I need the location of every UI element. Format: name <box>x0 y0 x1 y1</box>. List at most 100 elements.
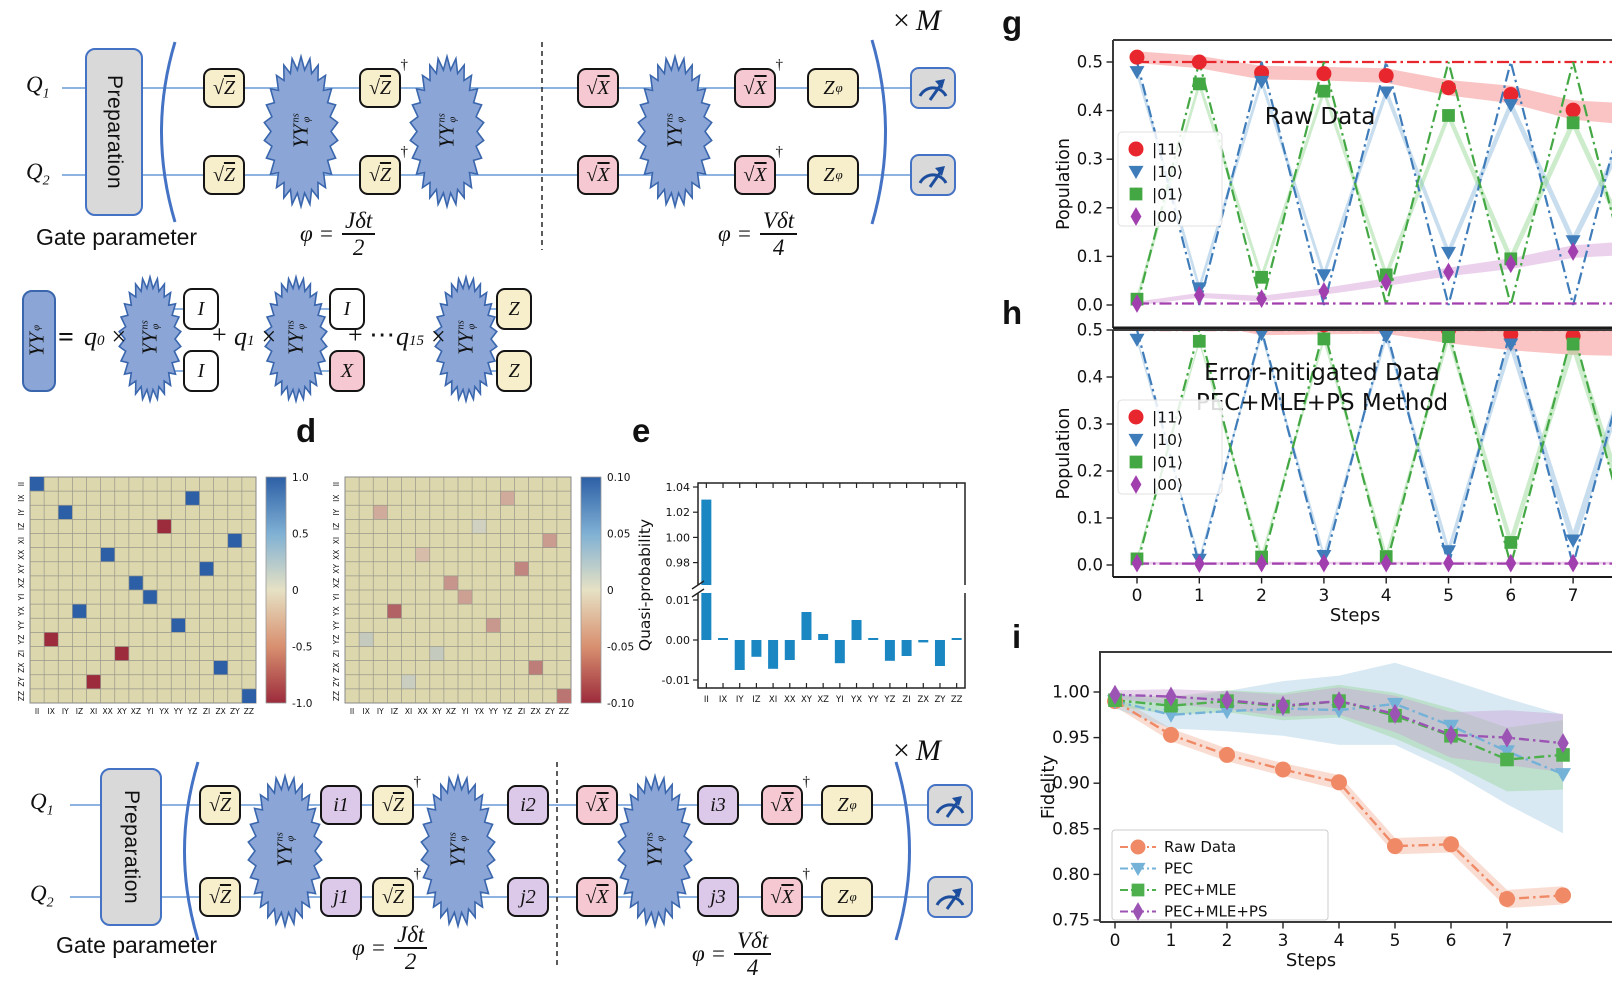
g-legend-3: |00⟩ <box>1152 208 1183 226</box>
e-ytick-b--0.01: -0.01 <box>662 674 690 687</box>
ptm_ideal-colorbar <box>265 476 287 704</box>
ptm_ideal-cell-13-13 <box>213 660 228 675</box>
bar-xlabel-IX: IX <box>719 695 728 705</box>
ptm_error-row-label-YZ: YZ <box>332 635 341 646</box>
g-legend-0: |11⟩ <box>1152 141 1183 159</box>
top-yy-star-5 <box>637 53 713 210</box>
bottom-yy-label-7: YY ns φ <box>642 832 667 867</box>
i-ytick-0.85: 0.85 <box>1052 819 1090 839</box>
i-legend: Raw Data PEC PEC+MLE PEC+MLE+PS <box>1111 829 1329 921</box>
ptm_error-colorbar <box>580 476 602 704</box>
eq-yy-label-0: YY ns φ <box>137 320 162 355</box>
bar-xlabel-ZI: ZI <box>902 695 910 705</box>
h-title-0: Error-mitigated Data <box>1204 360 1440 386</box>
ptm_ideal-col-label-XY: XY <box>117 707 127 716</box>
ptm_error-cell-10-10 <box>486 618 501 633</box>
i-ytick-0.95: 0.95 <box>1052 728 1090 748</box>
ptm_ideal-cell-11-1 <box>44 632 59 647</box>
ptm_error-col-label-ZX: ZX <box>531 707 541 716</box>
h-xlabel: Steps <box>1330 605 1380 626</box>
i-legend-2: PEC+MLE <box>1164 881 1236 899</box>
ptm_error-col-label-XI: XI <box>405 707 412 716</box>
ptm_ideal-row-label-YY: YY <box>17 620 26 631</box>
ptm_error-cb-tick-3: -0.05 <box>607 642 634 654</box>
phi-v-equation-bottom: φ = Vδt 4 <box>692 928 772 981</box>
panel-label-i: i <box>1012 618 1022 655</box>
ptm_ideal-cell-8-8 <box>143 590 158 605</box>
h-xtick-4: 4 <box>1381 586 1392 606</box>
i-plot-area <box>1107 662 1571 909</box>
h-ytick-0.4: 0.4 <box>1077 368 1103 387</box>
ptm_error-row-label-ZY: ZY <box>332 677 341 687</box>
ptm_ideal-col-label-XZ: XZ <box>131 707 141 716</box>
top-open-bracket <box>160 41 177 223</box>
e-ytick-1.02: 1.02 <box>666 506 691 519</box>
ptm_ideal-cell-7-7 <box>128 575 143 590</box>
ptm_error-row-label-YX: YX <box>332 606 341 617</box>
ptm_error-row-label-II: II <box>332 482 341 486</box>
ptm_ideal-cell-1-11 <box>185 491 200 506</box>
top-gate-X-q1-6: √ X † <box>734 57 783 108</box>
ptm_ideal-row-label-ZI: ZI <box>17 650 26 657</box>
bar-XX <box>784 640 795 660</box>
top-yy-label-5: YY ns φ <box>662 112 687 148</box>
bar-ZY <box>934 640 945 666</box>
bar-YY <box>868 638 879 640</box>
bottom-gate-X-q2-9: √ X † <box>761 866 810 917</box>
eq-pauli-box-1-X: X <box>329 350 365 392</box>
bar-xlabel-XZ: XZ <box>817 695 829 705</box>
ptm_error-cell-11-1 <box>359 632 374 647</box>
h-legend-3: |00⟩ <box>1152 476 1183 494</box>
ptm_ideal-col-label-IX: IX <box>48 707 55 716</box>
ptm_ideal-cb-tick-2: 0 <box>292 585 299 597</box>
ptm_ideal-col-label-YI: YI <box>146 707 154 716</box>
bar-xlabel-II: II <box>704 695 709 705</box>
ptm_ideal-col-label-XI: XI <box>90 707 97 716</box>
yy-phi-lhs-box <box>22 290 56 392</box>
panel-label-e: e <box>632 412 651 449</box>
bar-xlabel-ZY: ZY <box>934 695 946 705</box>
ptm_ideal-cell-10-10 <box>171 618 186 633</box>
h-title-1: PEC+MLE+PS Method <box>1196 390 1448 416</box>
bottom-yy-star-1 <box>247 772 323 930</box>
ptm_error-row-label-ZX: ZX <box>332 663 341 673</box>
h-ytick-0.5: 0.5 <box>1077 321 1103 340</box>
bar-YZ <box>884 640 895 661</box>
bar-xlabel-YY: YY <box>867 695 879 705</box>
ptm_error-col-label-XY: XY <box>432 707 442 716</box>
eq-pauli-box-1-I: I <box>329 288 365 330</box>
bar-XZ <box>818 634 829 640</box>
ptm_ideal-row-label-ZZ: ZZ <box>17 691 26 701</box>
ptm_ideal-row-label-XI: XI <box>17 537 26 544</box>
bar-XI <box>768 640 779 669</box>
panel-label-h: h <box>1002 294 1023 331</box>
ptm_error-row-label-XZ: XZ <box>332 578 341 588</box>
ptm_ideal-col-label-II: II <box>35 707 39 716</box>
i-ylabel: Fidelity <box>1038 755 1059 820</box>
eq-yy-label-2: YY ns φ <box>453 320 478 355</box>
ptm_error-cell-6-12 <box>514 561 529 576</box>
bottom-gate-Z-q1-0: √ Z <box>199 785 241 825</box>
ptm_ideal-cell-2-2 <box>58 505 73 520</box>
top-yy-star-3 <box>409 53 485 210</box>
e-ytick-1.04: 1.04 <box>666 481 691 494</box>
ptm_error-cell-8-8 <box>458 590 473 605</box>
bar-xlabel-YI: YI <box>835 695 844 705</box>
i-xtick-2: 2 <box>1222 931 1233 951</box>
e-ylabel: Quasi-probability <box>636 519 654 651</box>
top-gate-X-q2-6: √ X † <box>734 144 783 195</box>
e-ytick-0.98: 0.98 <box>666 557 691 570</box>
h-legend-1: |10⟩ <box>1152 431 1183 449</box>
bar-IY <box>734 640 745 670</box>
g-ytick-0.4: 0.4 <box>1077 101 1103 120</box>
ptm_error-cell-14-4 <box>401 674 416 689</box>
h-xtick-1: 1 <box>1194 586 1205 606</box>
ptm_error-row-label-XI: XI <box>332 537 341 544</box>
ptm_ideal-row-label-YZ: YZ <box>17 635 26 646</box>
ptm_error-cb-tick-0: 0.10 <box>607 472 630 484</box>
h-ylabel: Population <box>1054 408 1074 500</box>
phi-v-equation: φ = Vδt 4 <box>718 208 798 261</box>
bar-xlabel-ZX: ZX <box>917 695 929 705</box>
bar-IZ <box>751 640 762 657</box>
eq-yy-label-1: YY ns φ <box>283 320 308 355</box>
